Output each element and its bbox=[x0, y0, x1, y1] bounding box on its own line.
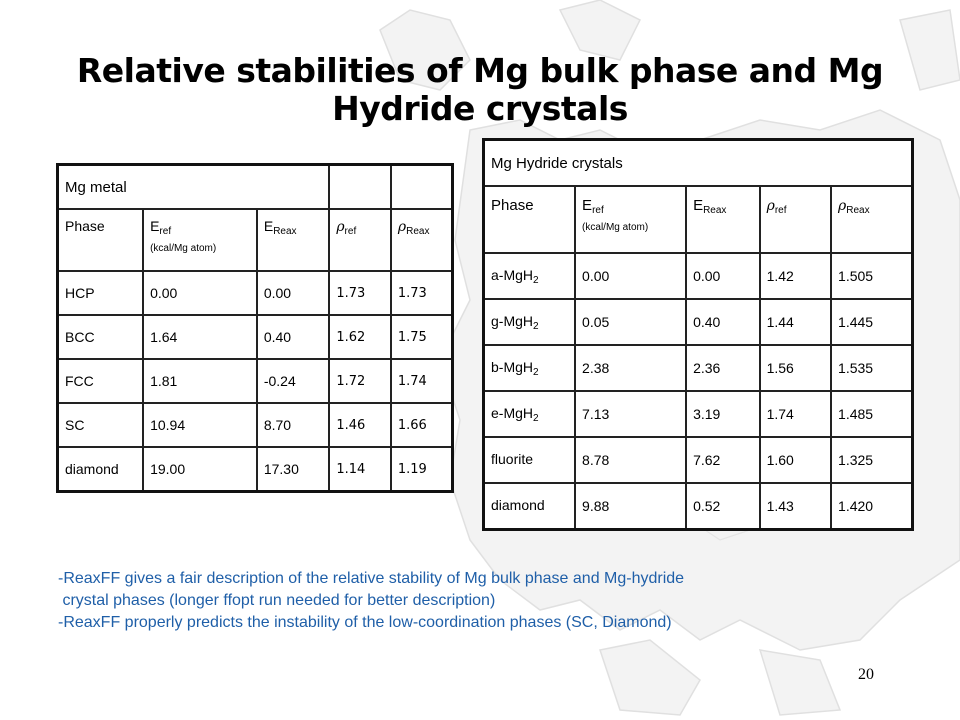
cell-rho-reax: 1.420 bbox=[830, 482, 914, 531]
cell-rho-ref: 1.56 bbox=[758, 344, 833, 392]
conclusion-notes: -ReaxFF gives a fair description of the … bbox=[58, 568, 938, 634]
cell-e-reax: 0.00 bbox=[255, 270, 331, 316]
cell-rho-ref: 1.74 bbox=[758, 390, 833, 438]
cell-rho-reax: 1.19 bbox=[389, 446, 454, 493]
table-row: BCC 1.64 0.40 1.62 1.75 bbox=[56, 314, 454, 360]
table-row: FCC 1.81 -0.24 1.72 1.74 bbox=[56, 358, 454, 404]
table-caption-row: Mg metal bbox=[56, 163, 454, 210]
cell-e-ref: 10.94 bbox=[142, 402, 258, 448]
cell-e-reax: 2.36 bbox=[685, 344, 761, 392]
cell-rho-ref: 1.72 bbox=[328, 358, 392, 404]
cell-e-reax: 0.00 bbox=[685, 252, 761, 300]
cell-rho-ref: 1.44 bbox=[758, 298, 833, 346]
table-row: g-MgH2 0.05 0.40 1.44 1.445 bbox=[482, 298, 914, 346]
mg-metal-table: Mg metal Phase Eref (kcal/Mg atom) EReax … bbox=[56, 163, 454, 493]
cell-rho-ref: 1.14 bbox=[328, 446, 392, 493]
table-caption: Mg metal bbox=[56, 163, 331, 210]
table-header-row: Phase Eref (kcal/Mg atom) EReax ρref ρRea… bbox=[482, 185, 914, 254]
table-row: b-MgH2 2.38 2.36 1.56 1.535 bbox=[482, 344, 914, 392]
header-e-reax: EReax bbox=[685, 185, 761, 254]
page-number: 20 bbox=[858, 666, 874, 683]
header-rho-reax: ρReax bbox=[830, 185, 914, 254]
cell-e-reax: 8.70 bbox=[255, 402, 331, 448]
cell-phase: FCC bbox=[56, 358, 145, 404]
cell-e-ref: 2.38 bbox=[574, 344, 688, 392]
cell-phase: SC bbox=[56, 402, 145, 448]
note-line: -ReaxFF properly predicts the instabilit… bbox=[58, 614, 672, 631]
table-row: HCP 0.00 0.00 1.73 1.73 bbox=[56, 270, 454, 316]
cell-phase: BCC bbox=[56, 314, 145, 360]
cell-phase: g-MgH2 bbox=[482, 298, 577, 346]
cell-e-ref: 1.81 bbox=[142, 358, 258, 404]
cell-rho-reax: 1.505 bbox=[830, 252, 914, 300]
table-row: diamond 9.88 0.52 1.43 1.420 bbox=[482, 482, 914, 531]
cell-rho-reax: 1.66 bbox=[389, 402, 454, 448]
cell-phase: HCP bbox=[56, 270, 145, 316]
cell-rho-reax: 1.325 bbox=[830, 436, 914, 484]
table-caption-row: Mg Hydride crystals bbox=[482, 138, 914, 187]
cell-e-reax: 7.62 bbox=[685, 436, 761, 484]
cell-e-ref: 7.13 bbox=[574, 390, 688, 438]
cell-rho-reax: 1.445 bbox=[830, 298, 914, 346]
note-line: -ReaxFF gives a fair description of the … bbox=[58, 570, 685, 587]
cell-rho-reax: 1.75 bbox=[389, 314, 454, 360]
cell-e-reax: 0.40 bbox=[685, 298, 761, 346]
cell-e-ref: 9.88 bbox=[574, 482, 688, 531]
cell-rho-ref: 1.46 bbox=[328, 402, 392, 448]
header-rho-reax: ρReax bbox=[389, 208, 454, 272]
cell-phase: diamond bbox=[482, 482, 577, 531]
cell-e-ref: 0.00 bbox=[142, 270, 258, 316]
cell-e-reax: 0.40 bbox=[255, 314, 331, 360]
cell-rho-ref: 1.42 bbox=[758, 252, 833, 300]
cell-e-ref: 1.64 bbox=[142, 314, 258, 360]
cell-e-ref: 19.00 bbox=[142, 446, 258, 493]
table-row: a-MgH2 0.00 0.00 1.42 1.505 bbox=[482, 252, 914, 300]
cell-rho-reax: 1.74 bbox=[389, 358, 454, 404]
cell-e-reax: 3.19 bbox=[685, 390, 761, 438]
table-caption: Mg Hydride crystals bbox=[482, 138, 914, 187]
header-e-ref: Eref (kcal/Mg atom) bbox=[142, 208, 258, 272]
cell-rho-reax: 1.73 bbox=[389, 270, 454, 316]
table-row: diamond 19.00 17.30 1.14 1.19 bbox=[56, 446, 454, 493]
header-e-reax: EReax bbox=[255, 208, 331, 272]
cell-e-reax: -0.24 bbox=[255, 358, 331, 404]
cell-phase: fluorite bbox=[482, 436, 577, 484]
cell-rho-reax: 1.535 bbox=[830, 344, 914, 392]
cell-rho-reax: 1.485 bbox=[830, 390, 914, 438]
cell-e-ref: 0.00 bbox=[574, 252, 688, 300]
cell-phase: diamond bbox=[56, 446, 145, 493]
header-phase: Phase bbox=[56, 208, 145, 272]
cell-phase: b-MgH2 bbox=[482, 344, 577, 392]
cell-rho-ref: 1.62 bbox=[328, 314, 392, 360]
header-rho-ref: ρref bbox=[758, 185, 833, 254]
table-row: fluorite 8.78 7.62 1.60 1.325 bbox=[482, 436, 914, 484]
note-line: crystal phases (longer ffopt run needed … bbox=[58, 592, 496, 609]
table-header-row: Phase Eref (kcal/Mg atom) EReax ρref ρRea… bbox=[56, 208, 454, 272]
cell-phase: e-MgH2 bbox=[482, 390, 577, 438]
cell-rho-ref: 1.60 bbox=[758, 436, 833, 484]
page-title: Relative stabilities of Mg bulk phase an… bbox=[76, 51, 884, 128]
cell-e-ref: 8.78 bbox=[574, 436, 688, 484]
cell-e-reax: 17.30 bbox=[255, 446, 331, 493]
cell-e-ref: 0.05 bbox=[574, 298, 688, 346]
cell-e-reax: 0.52 bbox=[685, 482, 761, 531]
header-phase: Phase bbox=[482, 185, 577, 254]
table-row: SC 10.94 8.70 1.46 1.66 bbox=[56, 402, 454, 448]
header-e-ref: Eref (kcal/Mg atom) bbox=[574, 185, 688, 254]
cell-phase: a-MgH2 bbox=[482, 252, 577, 300]
header-rho-ref: ρref bbox=[328, 208, 392, 272]
cell-rho-ref: 1.43 bbox=[758, 482, 833, 531]
mg-hydride-table: Mg Hydride crystals Phase Eref (kcal/Mg a… bbox=[482, 138, 914, 531]
table-row: e-MgH2 7.13 3.19 1.74 1.485 bbox=[482, 390, 914, 438]
cell-rho-ref: 1.73 bbox=[328, 270, 392, 316]
